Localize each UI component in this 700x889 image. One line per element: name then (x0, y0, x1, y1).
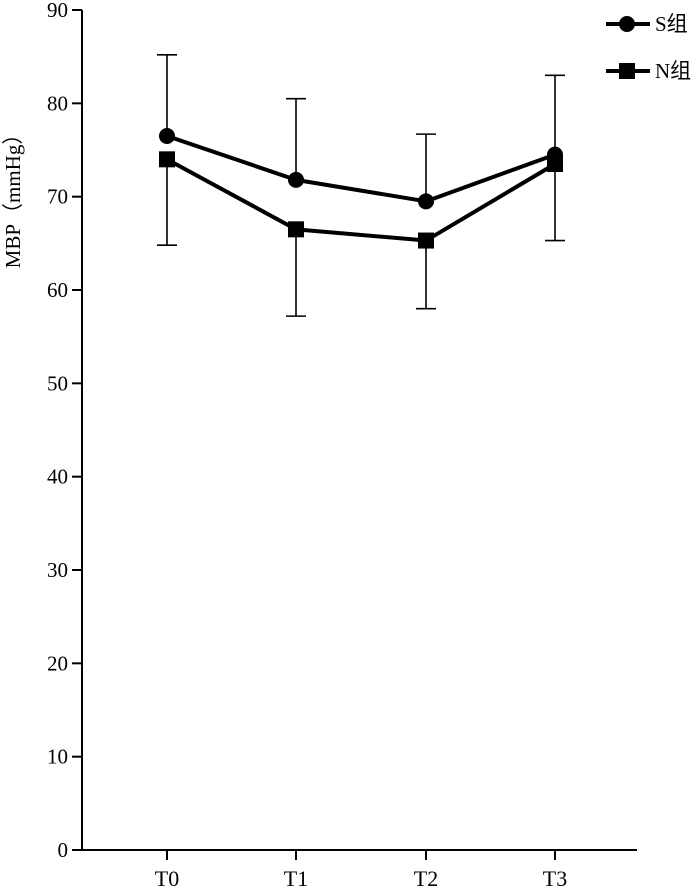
y-tick-label: 0 (58, 838, 69, 862)
x-tick-label: T1 (284, 866, 308, 889)
y-tick-label: 50 (47, 371, 68, 395)
series-2 (157, 151, 565, 317)
square-marker (159, 151, 175, 168)
y-tick-label: 40 (47, 465, 68, 489)
legend-item-1: S组 (606, 12, 688, 36)
circle-marker (159, 128, 175, 144)
square-marker (288, 221, 304, 238)
circle-marker (288, 171, 304, 188)
legend-label: N组 (655, 59, 691, 83)
y-tick-label: 80 (47, 91, 68, 115)
axes-group: 0 10 20 30 40 50 60 70 80 90 T0 T1 T2 T3 (47, 0, 637, 889)
x-tick-label: T0 (155, 866, 179, 889)
y-tick-label: 30 (47, 558, 68, 582)
y-tick-label: 90 (47, 0, 68, 22)
legend-circle-marker (619, 16, 635, 32)
series-1 (157, 53, 565, 210)
y-tick-label: 70 (47, 185, 68, 209)
x-tick-label: T3 (543, 866, 567, 889)
legend-label: S组 (655, 12, 688, 36)
legend-square-marker (619, 63, 635, 79)
square-marker (418, 232, 434, 249)
y-tick-label: 20 (47, 651, 68, 675)
series-line (166, 157, 557, 243)
series-line (166, 134, 556, 204)
square-marker (547, 156, 563, 172)
legend: S组 N组 (606, 12, 691, 83)
circle-marker (418, 193, 434, 210)
y-tick-label: 10 (47, 745, 68, 769)
y-axis-title: MBP（mmHg） (1, 124, 25, 269)
y-tick-label: 60 (47, 278, 68, 302)
legend-item-2: N组 (606, 59, 691, 83)
x-tick-label: T2 (414, 866, 438, 889)
series-group (157, 53, 565, 317)
